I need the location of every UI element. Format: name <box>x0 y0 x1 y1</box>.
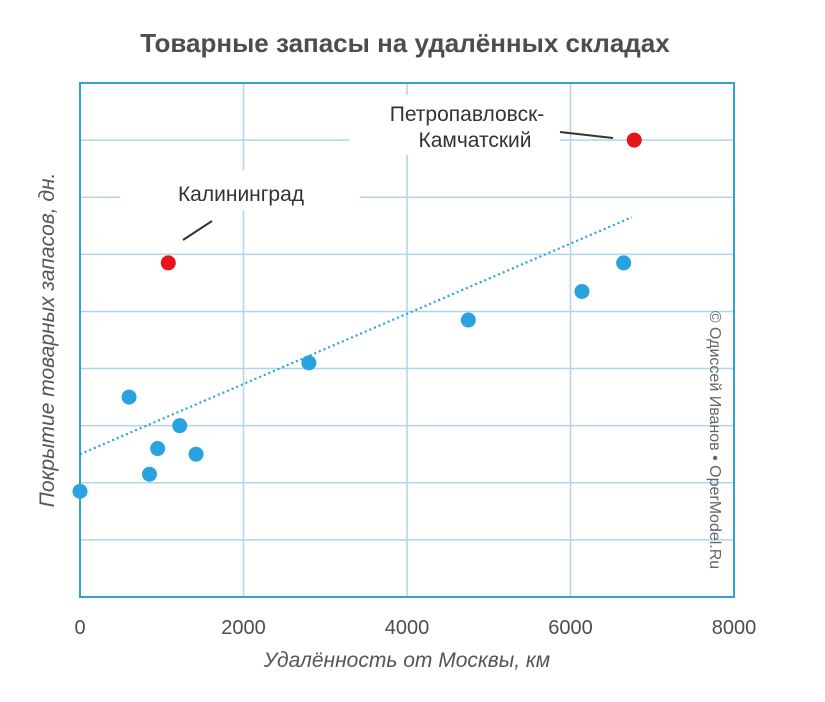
data-point <box>574 283 590 299</box>
annotation-leader-kaliningrad <box>182 220 213 241</box>
data-point <box>72 483 88 499</box>
data-point <box>460 312 476 328</box>
trendline <box>79 216 633 456</box>
x-tick-label: 0 <box>74 617 85 639</box>
x-axis-label: Удалённость от Москвы, км <box>263 649 550 672</box>
annotation-kaliningrad: Калининград <box>178 183 304 206</box>
annotation-petropavlovsk-line1: Петропавловск- <box>390 103 545 126</box>
data-point <box>188 446 204 462</box>
data-point <box>121 389 137 405</box>
data-point <box>172 418 188 434</box>
grid <box>80 83 734 597</box>
chart-title: Товарные запасы на удалённых складах <box>140 28 670 58</box>
outlier-point <box>160 255 176 271</box>
x-tick-label: 4000 <box>385 617 430 639</box>
annotation-leader-petropavlovsk <box>559 131 614 139</box>
data-point <box>616 255 632 271</box>
x-tick-label: 2000 <box>221 617 266 639</box>
copyright-credit: © Одиссей Иванов • OperModel.Ru <box>706 311 723 569</box>
trendline-group <box>79 216 633 456</box>
annotation-bg-petropavlovsk <box>350 95 560 155</box>
x-tick-labels: 0 2000 4000 6000 8000 <box>74 617 756 639</box>
annotation-bg-kaliningrad <box>120 170 360 210</box>
x-tick-label: 8000 <box>712 617 757 639</box>
data-point <box>301 355 317 371</box>
outlier-point <box>626 132 642 148</box>
x-tick-label: 6000 <box>548 617 593 639</box>
data-points <box>72 132 642 499</box>
y-axis-label: Покрытие товарных запасов, дн. <box>36 173 59 508</box>
annotation-petropavlovsk-line2: Камчатский <box>418 129 531 152</box>
plot-frame <box>79 82 735 598</box>
data-point <box>141 466 157 482</box>
data-point <box>150 441 166 457</box>
